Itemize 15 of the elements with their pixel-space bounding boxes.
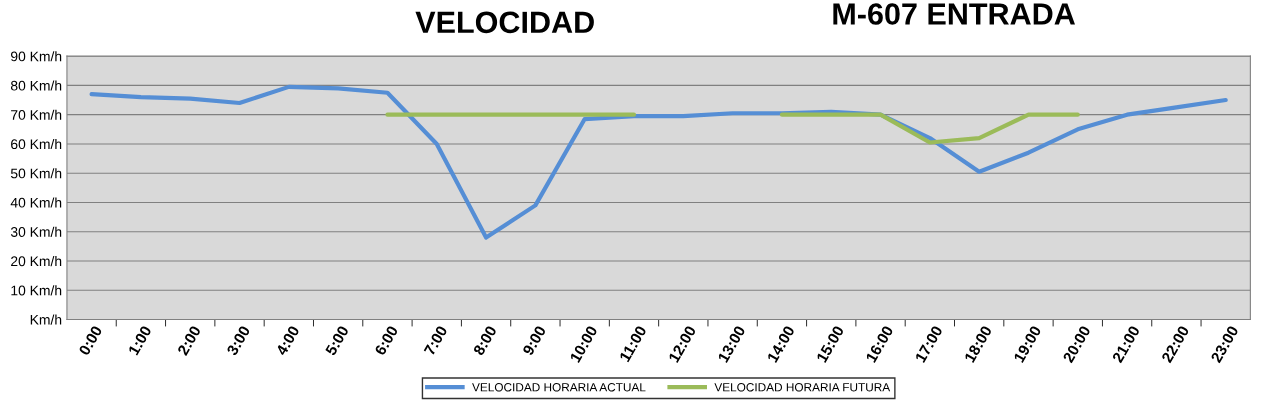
y-tick-label: 10 Km/h — [11, 285, 62, 296]
chart-title: VELOCIDAD — [415, 11, 594, 34]
chart-subtitle: M-607 ENTRADA — [833, 3, 1075, 25]
y-tick-label: 90 Km/h — [11, 51, 62, 62]
y-tick-label: 80 Km/h — [10, 80, 62, 91]
y-tick-label: 70 Km/h — [11, 109, 62, 120]
y-tick-label: 60 Km/h — [11, 138, 62, 150]
line-series — [89, 84, 1228, 240]
y-tick-label: 50 Km/h — [10, 168, 62, 179]
legend-label: VELOCIDAD HORARIA FUTURA — [714, 383, 891, 392]
legend-label: VELOCIDAD HORARIA ACTUAL — [472, 383, 646, 392]
y-tick-label: 30 Km/h — [10, 226, 62, 237]
y-tick-label: 40 Km/h — [10, 197, 62, 208]
y-tick-label: Km/h — [30, 314, 62, 325]
y-tick-label: 20 Km/h — [11, 255, 62, 267]
